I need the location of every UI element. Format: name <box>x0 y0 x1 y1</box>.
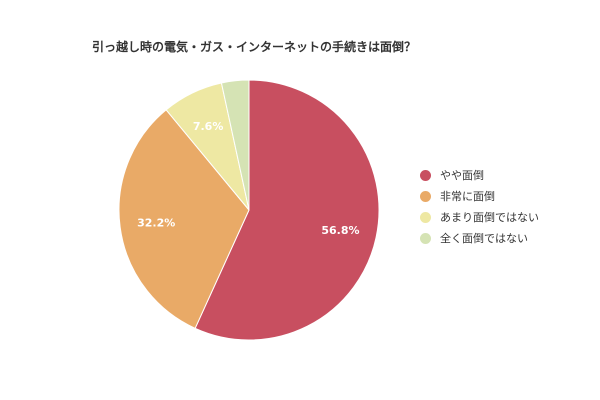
legend-label: あまり面倒ではない <box>440 211 539 224</box>
legend-swatch <box>420 190 431 202</box>
legend-label: やや面倒 <box>440 169 484 182</box>
chart-title: 引っ越し時の電気・ガス・インターネットの手続きは面倒？ <box>92 40 417 54</box>
legend-item-1: やや面倒 <box>420 168 539 182</box>
pie-slice-label-2: 32.2% <box>137 216 175 229</box>
pie-slice-4 <box>220 79 250 211</box>
legend-label: 全く面倒ではない <box>440 232 528 245</box>
legend-swatch <box>420 169 431 181</box>
legend-label: 非常に面倒 <box>440 190 495 203</box>
pie-slice-1 <box>194 79 380 341</box>
legend-item-4: 全く面倒ではない <box>420 231 539 245</box>
pie-slice-label-3: 7.6% <box>193 120 224 133</box>
legend: やや面倒非常に面倒あまり面倒ではない 全く面倒ではない <box>420 168 539 252</box>
legend-swatch <box>420 211 431 223</box>
pie-slice-label-1: 56.8% <box>321 224 359 237</box>
pie-labels: 56.8% 32.2% 7.6% <box>137 120 359 237</box>
pie-slice-2 <box>118 109 250 329</box>
pie-slices <box>118 79 380 341</box>
legend-swatch <box>420 232 431 244</box>
legend-item-2: 非常に面倒 <box>420 189 539 203</box>
legend-item-3: あまり面倒ではない <box>420 210 539 224</box>
